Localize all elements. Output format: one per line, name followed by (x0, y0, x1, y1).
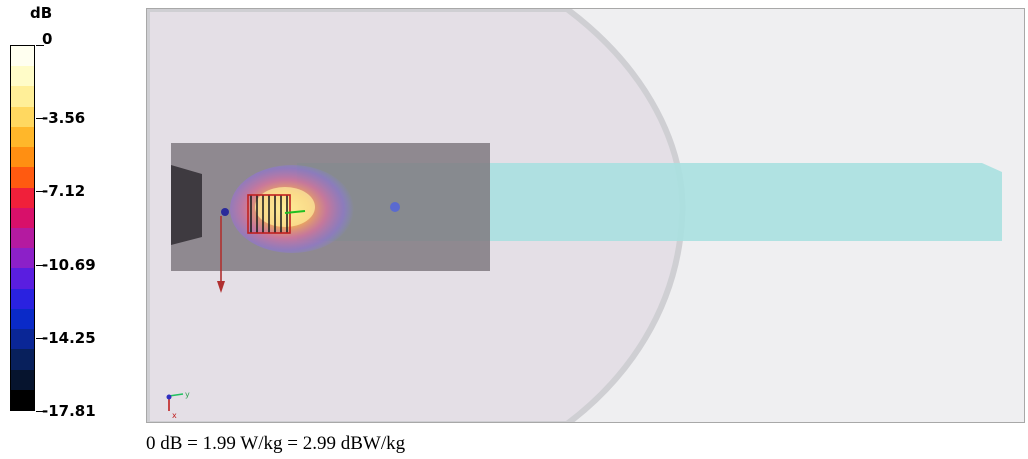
colorbar-band (11, 268, 34, 290)
colorbar (10, 45, 35, 411)
colorbar-tick-label: -7.12 (42, 182, 86, 200)
legend-unit-label: dB (30, 4, 53, 22)
colorbar-band (11, 308, 34, 330)
colorbar-tick-label: 0 (42, 30, 53, 48)
colorbar-band (11, 106, 34, 128)
colorbar-band (11, 329, 34, 350)
reference-point-2 (390, 202, 400, 212)
colorbar-band (11, 248, 34, 269)
colorbar-band (11, 86, 34, 108)
colorbar-tick (36, 411, 44, 412)
colorbar-tick-label: -3.56 (42, 109, 86, 127)
green-marker (284, 210, 306, 214)
colorbar-band (11, 46, 34, 67)
colorbar-band (11, 369, 34, 391)
holder-end-block (171, 165, 202, 245)
probe-grid (250, 195, 288, 233)
colorbar-tick-label: -10.69 (42, 256, 96, 274)
colorbar-tick (36, 191, 44, 192)
colorbar-tick (36, 338, 44, 339)
3d-viewport[interactable]: y x (146, 8, 1025, 423)
colorbar-band (11, 207, 34, 229)
colorbar-band (11, 66, 34, 87)
axis-triad: y x (166, 390, 190, 420)
colorbar-band (11, 187, 34, 209)
sar-hotspot-core (255, 187, 315, 227)
svg-text:x: x (172, 411, 177, 420)
colorbar-tick (36, 265, 44, 266)
colorbar-tick (36, 45, 44, 46)
colorbar-tick-label: -14.25 (42, 329, 96, 347)
sar-reference-caption: 0 dB = 1.99 W/kg = 2.99 dBW/kg (146, 433, 406, 454)
colorbar-band (11, 288, 34, 310)
colorbar-tick (36, 118, 44, 119)
probe-grid-frame (247, 194, 291, 234)
colorbar-band (11, 126, 34, 148)
svg-text:y: y (185, 390, 190, 399)
red-arrow-head (217, 281, 225, 293)
colorbar-tick-label: -17.81 (42, 402, 96, 420)
scene-svg: y x (147, 9, 1002, 422)
reference-point-1 (221, 208, 229, 216)
colorbar-band (11, 167, 34, 189)
colorbar-band (11, 389, 34, 411)
colorbar-band (11, 147, 34, 168)
colorbar-band (11, 349, 34, 371)
colorbar-band (11, 228, 34, 249)
